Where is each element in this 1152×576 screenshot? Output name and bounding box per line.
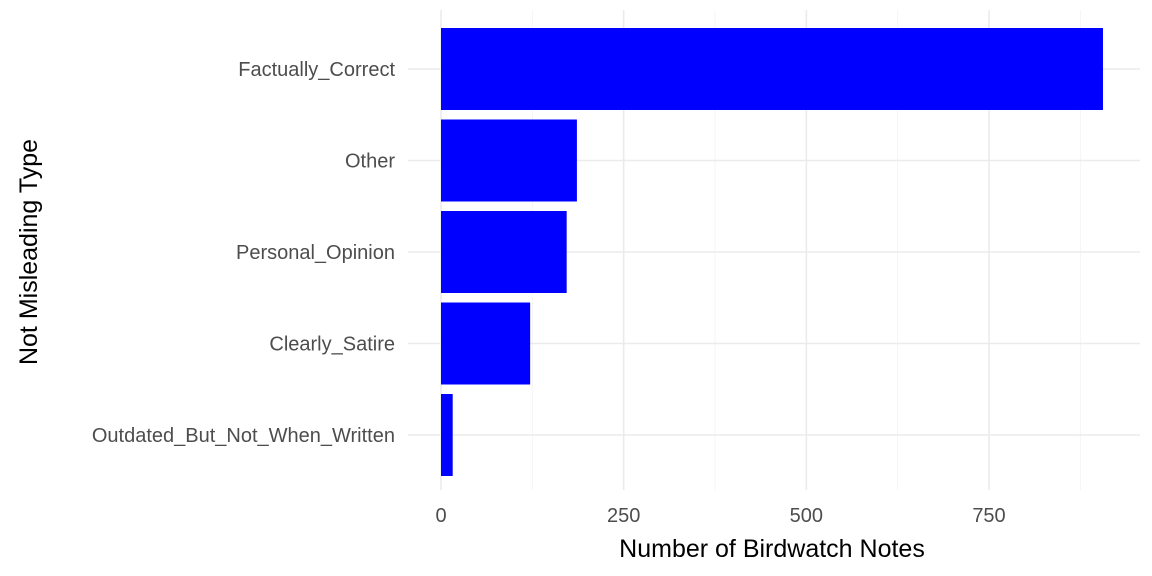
bar-other — [441, 119, 577, 202]
y-tick-label: Clearly_Satire — [269, 334, 395, 356]
bar-clearly-satire — [441, 302, 531, 385]
y-axis-title: Not Misleading Type — [15, 139, 43, 365]
bar-factually-correct — [441, 28, 1103, 110]
x-tick-labels: 0 250 500 750 — [435, 505, 1005, 527]
x-tick-label: 0 — [435, 505, 446, 527]
bar-personal-opinion — [441, 211, 567, 293]
x-tick-label: 250 — [607, 505, 640, 527]
x-tick-label: 750 — [972, 505, 1005, 527]
y-tick-label: Outdated_But_Not_When_Written — [92, 425, 395, 447]
y-tick-label: Other — [345, 151, 395, 173]
bar-outdated-but-not-when-written — [441, 394, 453, 476]
y-tick-labels: Factually_Correct Other Personal_Opinion Cl… — [92, 59, 396, 447]
x-axis-title: Number of Birdwatch Notes — [619, 535, 925, 563]
y-tick-label: Factually_Correct — [238, 59, 395, 81]
y-tick-label: Personal_Opinion — [236, 242, 395, 264]
bars — [441, 28, 1103, 476]
x-tick-label: 500 — [790, 505, 823, 527]
